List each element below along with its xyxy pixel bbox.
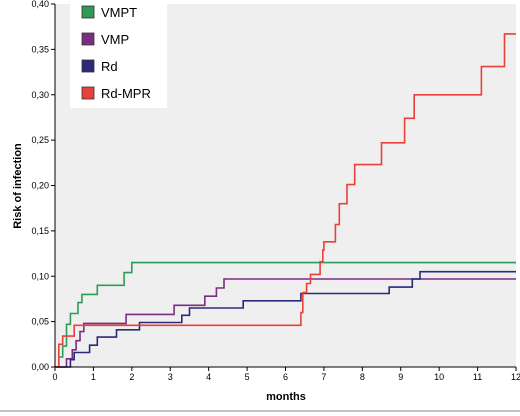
x-tick-label: 8 (360, 372, 365, 382)
x-tick-label: 1 (91, 372, 96, 382)
y-tick-label: 0,35 (31, 44, 49, 54)
legend-swatch (81, 59, 95, 73)
legend-label: VMPT (101, 5, 137, 20)
y-tick-label: 0,30 (31, 90, 49, 100)
series-lines (55, 33, 516, 368)
y-tick-label: 0,05 (31, 317, 49, 327)
y-axis-title: Risk of infection (12, 143, 24, 229)
y-tick-label: 0,00 (31, 362, 49, 372)
x-tick-label: 9 (398, 372, 403, 382)
x-tick-label: 3 (168, 372, 173, 382)
legend-swatch (81, 32, 95, 46)
x-tick-label: 10 (434, 372, 444, 382)
x-tick-label: 11 (473, 372, 482, 382)
series-line-rd (55, 270, 516, 368)
y-axis-ticks: 0,00 0,05 0,10 0,15 0,20 0,25 0,30 0,35 0,40 (31, 0, 55, 372)
x-tick-label: 6 (283, 372, 288, 382)
legend-swatch (81, 5, 95, 19)
legend-label: Rd-MPR (101, 86, 151, 101)
x-tick-label: 12 (511, 372, 520, 382)
y-tick-label: 0,15 (31, 226, 49, 236)
y-tick-label: 0,40 (31, 0, 49, 9)
x-tick-label: 4 (206, 372, 211, 382)
x-tick-label: 5 (245, 372, 250, 382)
x-axis-title: months (266, 391, 306, 403)
y-tick-label: 0,10 (31, 271, 49, 281)
series-line-vmpt (55, 261, 516, 368)
y-tick-label: 0,25 (31, 135, 49, 145)
series-line-vmp (55, 278, 516, 368)
legend: VMPT VMP Rd Rd-MPR (70, 0, 167, 108)
legend-label: VMP (101, 32, 129, 47)
x-tick-label: 2 (129, 372, 134, 382)
x-tick-label: 0 (52, 372, 57, 382)
y-tick-label: 0,20 (31, 181, 49, 191)
legend-swatch (81, 86, 95, 100)
x-tick-label: 7 (321, 372, 326, 382)
series-line-rd-mpr (55, 33, 516, 368)
legend-label: Rd (101, 59, 118, 74)
x-axis-ticks: 0 1 2 3 4 5 6 7 8 9 10 11 12 (52, 367, 520, 382)
